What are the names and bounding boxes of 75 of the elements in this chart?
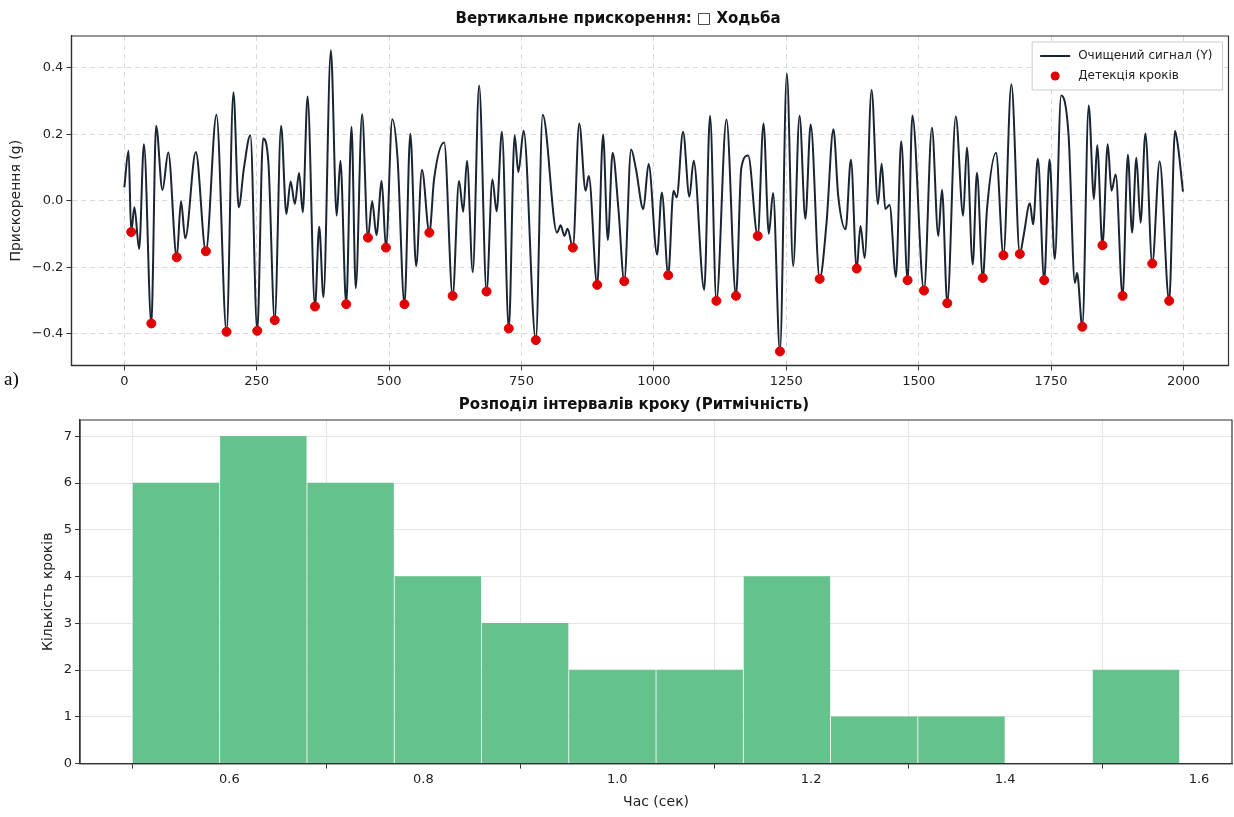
y-tick-label: 2 (63, 661, 73, 677)
x-axis-title: Час (сек) (623, 793, 690, 810)
point (269, 315, 280, 326)
x-tick-label: 0 (120, 372, 129, 388)
chart-title: Вертикальне прискорення: □ Ходьба (455, 8, 781, 27)
x-tick-label: 1.6 (1188, 770, 1210, 786)
x-tick-label: 750 (509, 372, 534, 388)
point (309, 301, 320, 312)
y-tick-label: 0.0 (42, 192, 64, 208)
point (814, 273, 825, 284)
y-tick-label: 0.4 (42, 58, 64, 74)
point (1039, 275, 1050, 286)
y-axis-title: Прискорення (g) (7, 139, 24, 262)
point (221, 326, 232, 337)
x-tick-label: 1750 (1034, 372, 1068, 388)
x-tick-label: 1000 (637, 372, 671, 388)
point (592, 279, 603, 290)
point (380, 242, 391, 253)
point (567, 242, 578, 253)
point (774, 346, 785, 357)
point (362, 232, 373, 243)
point (1077, 321, 1088, 332)
legend-label: Детекція кроків (1078, 68, 1179, 83)
x-tick-label: 250 (244, 372, 270, 388)
point (1117, 290, 1128, 301)
y-axis-title: Кількість кроків (39, 532, 56, 652)
point (619, 276, 630, 287)
x-tick-label: 500 (376, 372, 402, 388)
point (942, 298, 953, 309)
point (341, 299, 352, 310)
y-tick-label: 0 (63, 754, 73, 770)
x-tick-label: 0.6 (219, 770, 240, 786)
y-tick-label: 1 (63, 708, 73, 724)
y-tick-label: 0.2 (42, 125, 64, 141)
point (663, 270, 674, 281)
point (481, 286, 492, 297)
text: a) (4, 368, 19, 390)
x-tick-label: 0.8 (412, 770, 434, 786)
point (200, 246, 211, 257)
x-tick-label: 2000 (1166, 372, 1201, 388)
point (1014, 248, 1025, 259)
point (752, 230, 763, 241)
y-tick-label: 7 (63, 427, 73, 443)
point (503, 323, 514, 334)
point (1164, 295, 1175, 306)
point (851, 263, 862, 274)
y-tick-label: −0.2 (31, 258, 64, 274)
point (730, 290, 741, 301)
point (998, 250, 1009, 261)
y-tick-label: −0.4 (31, 325, 64, 341)
x-tick-label: 1.2 (800, 770, 822, 786)
chart-title: Розподіл інтервалів кроку (Ритмічність) (458, 394, 810, 413)
y-tick-label: 6 (63, 474, 73, 490)
point (530, 335, 541, 346)
y-tick-label: 3 (63, 614, 73, 630)
y-tick-label: 4 (63, 567, 73, 583)
point (1097, 240, 1108, 251)
x-tick-label: 1250 (769, 372, 803, 388)
point (424, 227, 435, 238)
point (977, 272, 988, 283)
point (918, 285, 929, 296)
x-tick-label: 1500 (902, 372, 936, 388)
point (399, 299, 410, 310)
point (126, 226, 137, 237)
point (252, 325, 263, 336)
point (1147, 258, 1158, 269)
point (171, 252, 182, 263)
x-tick-label: 1.0 (606, 770, 628, 786)
point (146, 318, 157, 329)
y-tick-label: 5 (63, 521, 73, 537)
x-tick-label: 1.4 (994, 770, 1016, 786)
point (711, 295, 722, 306)
legend-label: Очищений сигнал (Y) (1078, 48, 1213, 63)
point (447, 290, 458, 301)
point (902, 275, 913, 286)
